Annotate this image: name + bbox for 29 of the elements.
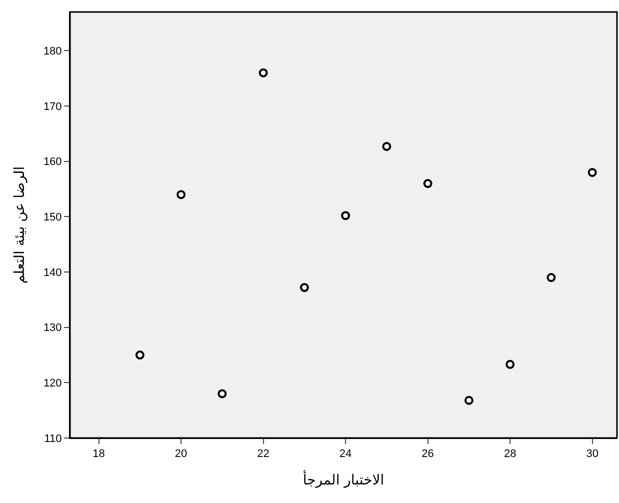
x-tick-label: 24 (339, 448, 352, 460)
x-tick-label: 20 (174, 448, 188, 460)
point (546, 273, 556, 282)
y-tick-label: 180 (43, 46, 62, 58)
point (423, 179, 432, 188)
point (464, 396, 474, 405)
point (135, 350, 144, 360)
y-tick-label: 150 (43, 212, 62, 224)
point (176, 190, 186, 200)
x-axis-title: الاختبار المرجأ (302, 470, 384, 488)
y-tick-label: 110 (44, 432, 62, 445)
x-tick-label: 30 (586, 448, 598, 460)
point (382, 142, 392, 151)
y-axis-title: الرضا عن بيئة التعلم (12, 166, 28, 284)
point (258, 68, 268, 78)
x-tick-label: 28 (504, 448, 516, 460)
y-tick-label: 160 (43, 156, 62, 168)
point (218, 389, 227, 398)
x-tick-label: 22 (257, 448, 270, 460)
x-tick-label: 18 (92, 448, 105, 460)
point (300, 283, 309, 292)
y-tick-label: 130 (43, 322, 62, 334)
point (341, 211, 350, 220)
y-tick-label: 170 (43, 100, 62, 113)
point (588, 168, 597, 177)
y-tick-label: 120 (43, 378, 62, 390)
x-tick-label: 26 (422, 448, 434, 460)
y-tick-label: 140 (43, 266, 62, 279)
point (506, 360, 515, 369)
